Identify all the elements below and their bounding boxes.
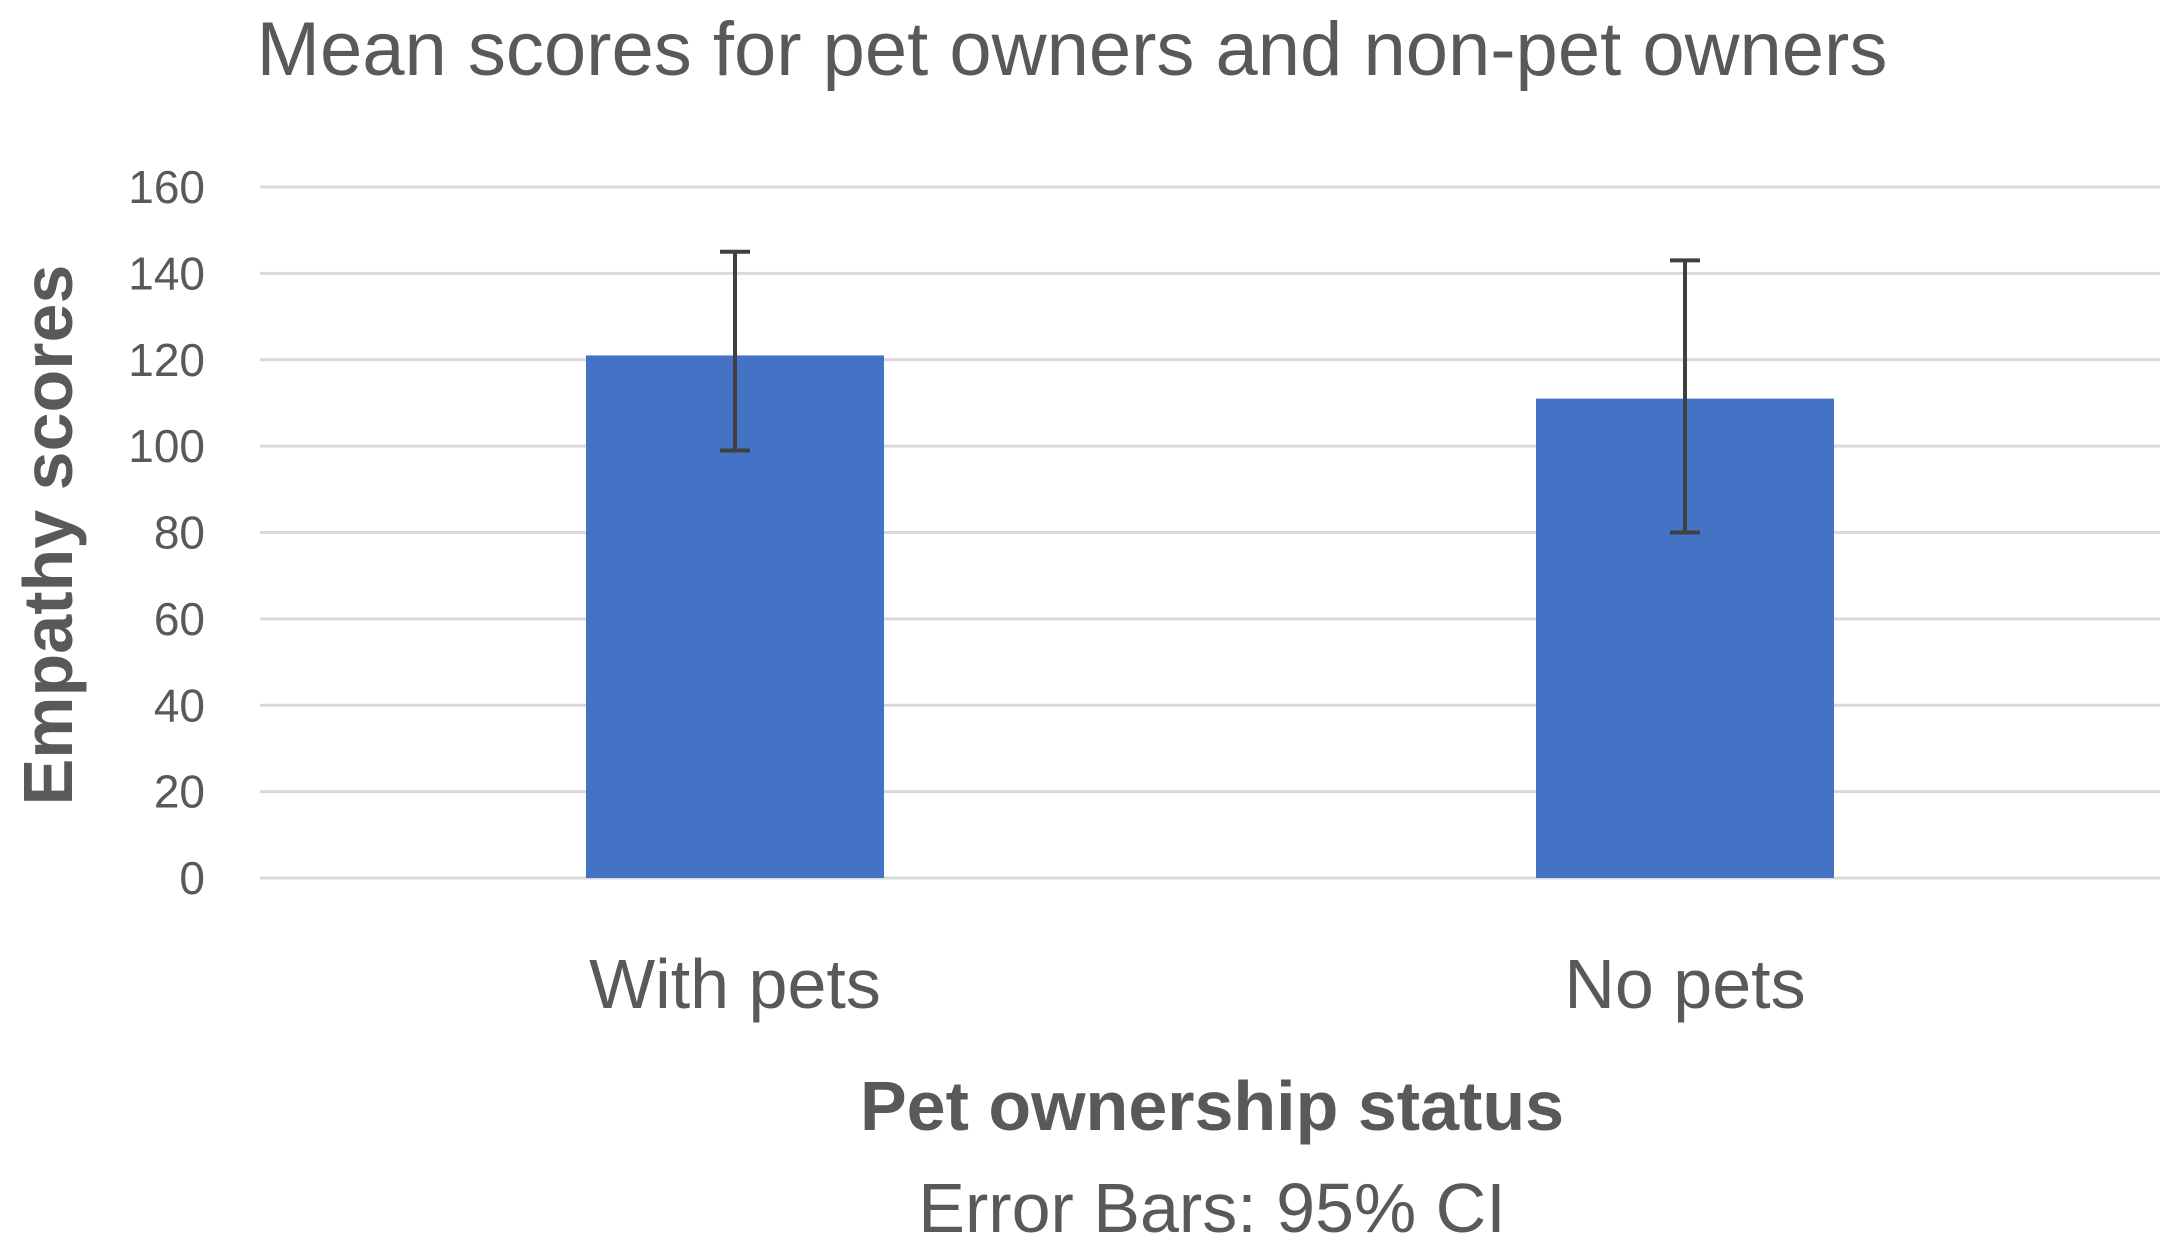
x-category-label: No pets <box>1564 945 1805 1023</box>
y-axis-title: Empathy scores <box>9 265 87 806</box>
error-bars-caption: Error Bars: 95% CI <box>918 1169 1505 1247</box>
y-axis-tick-labels: 0 20 40 60 80 100 120 140 160 <box>128 161 205 904</box>
y-tick-label: 120 <box>128 334 205 386</box>
x-axis-title: Pet ownership status <box>860 1067 1564 1145</box>
bars <box>586 355 1834 878</box>
y-tick-label: 80 <box>154 507 205 559</box>
y-tick-label: 160 <box>128 161 205 213</box>
x-axis-category-labels: With pets No pets <box>589 945 1806 1023</box>
y-tick-label: 100 <box>128 420 205 472</box>
y-tick-label: 60 <box>154 593 205 645</box>
chart-title: Mean scores for pet owners and non-pet o… <box>257 7 1888 92</box>
y-tick-label: 20 <box>154 766 205 818</box>
error-bars <box>720 249 1700 535</box>
x-category-label: With pets <box>589 945 881 1023</box>
gridlines <box>260 185 2160 880</box>
y-tick-label: 140 <box>128 247 205 299</box>
y-tick-label: 40 <box>154 679 205 731</box>
y-tick-label: 0 <box>179 852 205 904</box>
